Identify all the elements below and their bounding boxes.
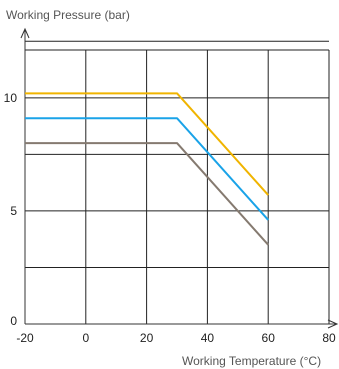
x-axis-title: Working Temperature (°C) [182,354,321,368]
x-tick-label: 40 [201,331,215,345]
x-tick-label: -20 [16,331,34,345]
y-axis-title: Working Pressure (bar) [6,8,130,22]
axes [20,27,339,329]
series-line-2 [25,117,269,221]
series [25,92,269,246]
y-axis-arrow [20,27,30,39]
x-axis-arrow [327,319,339,329]
x-tick-label: 20 [140,331,154,345]
x-tick-label: 80 [322,331,336,345]
grid [25,40,330,324]
series-line-3 [25,142,269,246]
x-tick-label: 0 [82,331,89,345]
tick-labels: -20 0 20 40 60 80 0 5 10 [4,91,336,345]
x-tick-label: 60 [262,331,276,345]
y-tick-label: 10 [4,91,18,105]
y-tick-label: 5 [10,204,17,218]
y-tick-label: 0 [10,314,17,328]
series-line-1 [25,92,269,196]
